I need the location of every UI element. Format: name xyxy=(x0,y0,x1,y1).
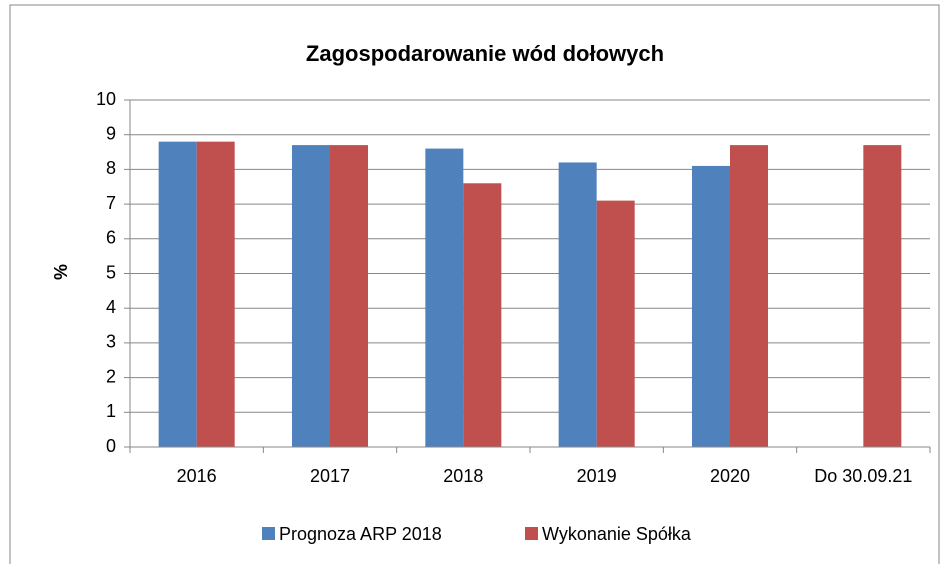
y-tick-label: 4 xyxy=(106,297,116,317)
bar xyxy=(558,162,597,447)
y-tick-label: 3 xyxy=(106,332,116,352)
y-axis-label: % xyxy=(51,264,71,280)
x-tick-label: 2017 xyxy=(310,466,350,486)
x-tick-label: 2020 xyxy=(710,466,750,486)
y-tick-label: 9 xyxy=(106,123,116,143)
legend-label: Wykonanie Spółka xyxy=(542,524,692,544)
legend-swatch xyxy=(525,527,538,540)
x-tick-label: 2019 xyxy=(577,466,617,486)
bar xyxy=(330,145,368,448)
bar xyxy=(463,183,502,447)
bar xyxy=(292,145,330,448)
y-tick-label: 5 xyxy=(106,262,116,282)
x-tick-label: 2016 xyxy=(177,466,217,486)
y-tick-label: 0 xyxy=(106,436,116,456)
y-tick-label: 2 xyxy=(106,366,116,386)
bar xyxy=(196,141,235,447)
bar xyxy=(596,200,635,447)
bar xyxy=(730,145,768,448)
y-tick-label: 6 xyxy=(106,228,116,248)
legend-swatch xyxy=(262,527,275,540)
y-tick-label: 1 xyxy=(106,401,116,421)
chart-title: Zagospodarowanie wód dołowych xyxy=(306,41,664,66)
y-tick-label: 8 xyxy=(106,158,116,178)
y-tick-label: 7 xyxy=(106,193,116,213)
x-tick-label: Do 30.09.21 xyxy=(814,466,912,486)
y-tick-label: 10 xyxy=(96,89,116,109)
x-tick-label: 2018 xyxy=(443,466,483,486)
legend-label: Prognoza ARP 2018 xyxy=(279,524,442,544)
bar xyxy=(425,148,464,447)
bar xyxy=(692,165,730,447)
bar xyxy=(863,145,902,448)
bar xyxy=(158,141,197,447)
